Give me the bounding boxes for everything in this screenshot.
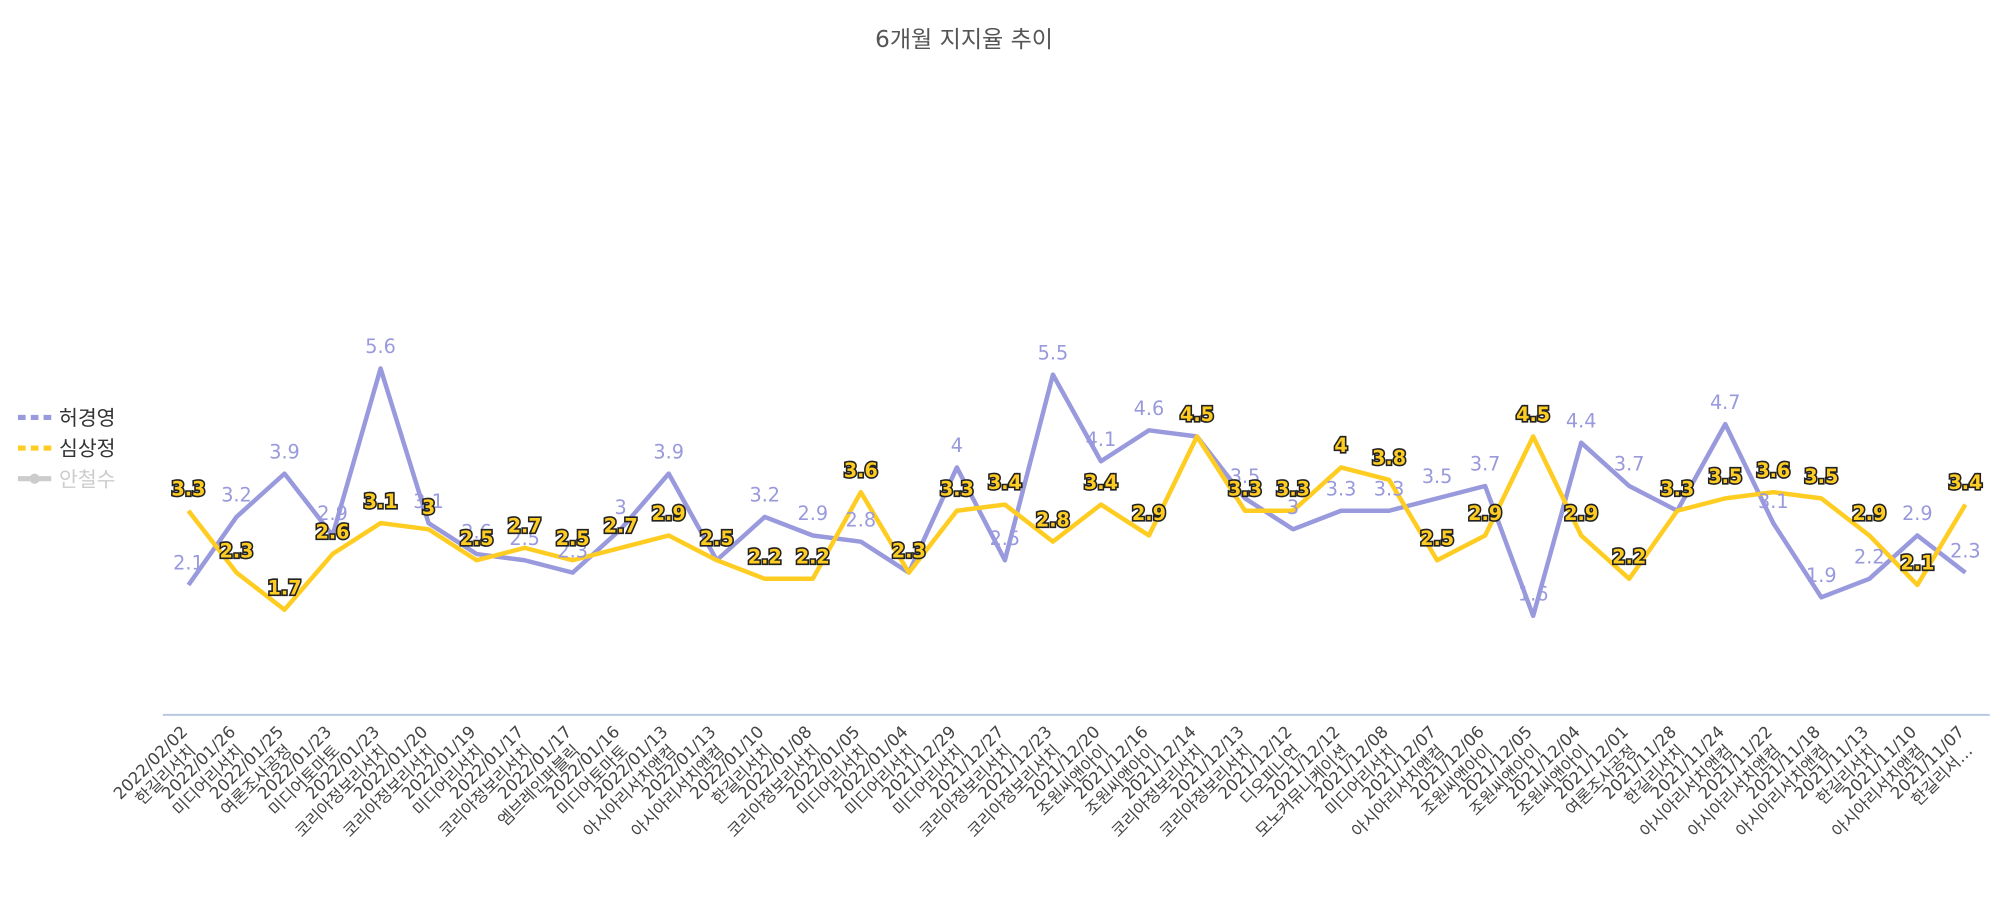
- data-label: 3.3: [1276, 477, 1310, 500]
- data-label: 2.3: [894, 539, 925, 562]
- data-label: 2.7: [604, 515, 638, 538]
- data-label: 3.3: [1662, 477, 1693, 500]
- data-label: 3.2: [749, 484, 780, 507]
- data-label: 3.3: [171, 477, 205, 500]
- data-label: 2.5: [1420, 527, 1454, 550]
- data-label: 2.5: [556, 527, 590, 550]
- data-label: 2.3: [557, 539, 588, 562]
- data-label: 3.5: [1422, 465, 1453, 488]
- data-label: 2.7: [508, 515, 542, 538]
- data-label: 3.4: [1084, 471, 1118, 494]
- data-label: 1.7: [267, 576, 301, 599]
- data-label: 2.5: [509, 527, 540, 550]
- data-label: 2.3: [1950, 539, 1981, 562]
- data-label: 3.2: [221, 484, 252, 507]
- data-label: 2.5: [700, 527, 734, 550]
- data-label: 4: [1334, 434, 1347, 457]
- data-label: 2.2: [1612, 546, 1646, 569]
- data-label: 3.6: [844, 459, 878, 482]
- data-label: 2.8: [1036, 508, 1070, 531]
- data-label: 3: [615, 496, 627, 519]
- data-label: 3.3: [1374, 477, 1405, 500]
- data-label: 2.1: [1900, 552, 1934, 575]
- series-line: [186, 434, 1968, 612]
- data-label: 3.6: [1756, 459, 1790, 482]
- legend-label: 심상정: [59, 437, 116, 461]
- data-label: 4.5: [1516, 403, 1550, 426]
- data-label: 3.5: [1804, 465, 1838, 488]
- data-label: 3.4: [1948, 471, 1982, 494]
- data-label: 1.9: [1806, 564, 1837, 587]
- series-line: [186, 366, 1967, 619]
- data-label: 2.2: [1854, 546, 1885, 569]
- data-label: 2.9: [652, 502, 686, 525]
- data-label: 3.5: [1230, 465, 1261, 488]
- legend-label: 허경영: [59, 406, 116, 430]
- data-label: 3.3: [940, 477, 974, 500]
- data-label: 5.5: [1038, 341, 1069, 364]
- data-label: 3.9: [653, 440, 684, 463]
- data-label: 4.5: [1182, 403, 1213, 426]
- data-label: 2.9: [317, 502, 348, 525]
- data-label: 2.9: [1468, 502, 1502, 525]
- legend-dot: [29, 473, 40, 484]
- chart-title: 6개월 지지율 추이: [875, 27, 1053, 53]
- data-label: 2.8: [846, 508, 877, 531]
- data-label: 3.5: [1708, 465, 1742, 488]
- data-label: 5.6: [365, 335, 396, 358]
- data-label: 2.9: [1564, 502, 1598, 525]
- data-label: 3.1: [1758, 490, 1789, 513]
- data-label: 3.1: [364, 490, 398, 513]
- data-label: 2.3: [892, 539, 926, 562]
- data-label: 2.5: [460, 527, 494, 550]
- data-label: 4.6: [1134, 397, 1165, 420]
- data-label: 2.9: [1132, 502, 1166, 525]
- data-label: 4.7: [1710, 391, 1741, 414]
- data-label: 4.4: [1566, 409, 1597, 432]
- data-label: 2.6: [316, 521, 350, 544]
- data-label: 3.3: [1228, 477, 1262, 500]
- data-label: 3.3: [1660, 477, 1694, 500]
- data-label: 2.2: [748, 546, 782, 569]
- data-label: 2.9: [1852, 502, 1886, 525]
- data-label: 2.3: [219, 539, 253, 562]
- data-label: 3.3: [1326, 477, 1357, 500]
- data-label: 2.1: [173, 552, 204, 575]
- data-label: 2.6: [461, 521, 492, 544]
- data-label: 3.1: [413, 490, 444, 513]
- legend-label: 안철수: [59, 467, 116, 491]
- data-label: 1.6: [1518, 583, 1549, 606]
- data-label: 2.9: [798, 502, 829, 525]
- data-label: 3.7: [1614, 453, 1645, 476]
- data-label: 3.8: [1372, 447, 1406, 470]
- data-label: 2.5: [701, 527, 732, 550]
- data-label: 3.7: [1470, 453, 1501, 476]
- data-label: 2.5: [990, 527, 1021, 550]
- data-label: 3.9: [269, 440, 300, 463]
- data-label: 4.5: [1180, 403, 1214, 426]
- data-label: 4.1: [1086, 428, 1117, 451]
- data-label: 3.4: [988, 471, 1022, 494]
- data-label: 3: [422, 496, 435, 519]
- data-label: 3: [1287, 496, 1299, 519]
- data-label: 2.9: [1902, 502, 1933, 525]
- data-label: 2.2: [796, 546, 830, 569]
- data-label: 4: [951, 434, 963, 457]
